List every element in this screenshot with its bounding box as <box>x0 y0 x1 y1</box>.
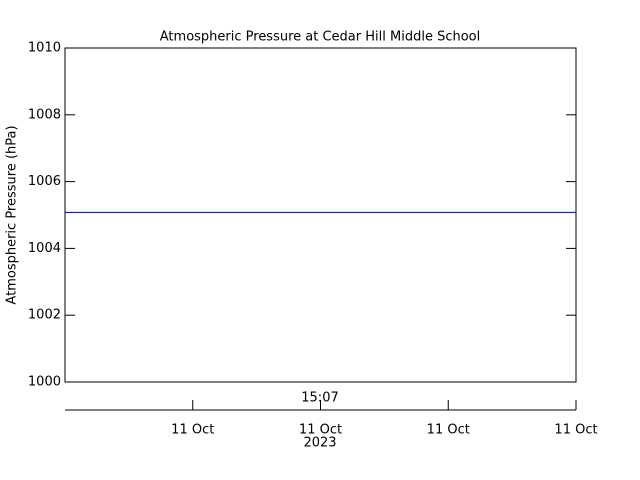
x-tick-label: 11 Oct <box>299 423 342 438</box>
x-tick-label: 11 Oct <box>554 423 597 438</box>
time-label: 15:07 <box>301 391 338 406</box>
chart-title: Atmospheric Pressure at Cedar Hill Middl… <box>160 30 480 45</box>
y-tick-label: 1002 <box>28 308 61 323</box>
y-tick-label: 1004 <box>28 241 61 256</box>
x-tick-label: 11 Oct <box>171 423 214 438</box>
y-axis-label: Atmospheric Pressure (hPa) <box>5 125 20 304</box>
y-tick-label: 1010 <box>28 41 61 56</box>
y-tick-label: 1008 <box>28 107 61 122</box>
plot-frame <box>64 47 577 383</box>
y-tick-label: 1006 <box>28 174 61 189</box>
year-label: 2023 <box>303 436 336 451</box>
y-tick-label: 1000 <box>28 375 61 390</box>
x-tick-label: 11 Oct <box>427 423 470 438</box>
